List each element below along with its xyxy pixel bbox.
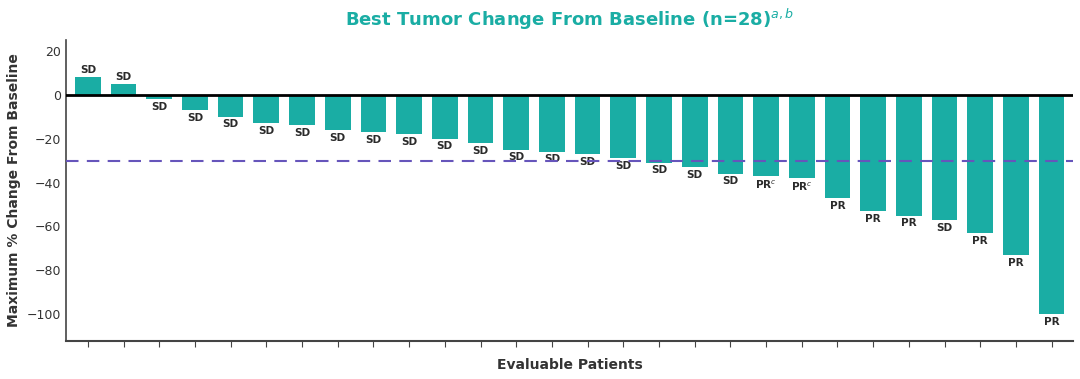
Text: SD: SD [222,119,239,129]
Bar [503,95,529,150]
Text: SD: SD [508,152,524,162]
Title: Best Tumor Change From Baseline (n=28)$^{a,b}$: Best Tumor Change From Baseline (n=28)$^… [346,7,795,32]
Text: SD: SD [151,102,167,112]
Text: PR: PR [865,214,881,224]
Text: PR: PR [972,236,988,246]
Text: PR: PR [829,200,846,211]
Text: SD: SD [723,177,739,186]
Text: PR: PR [1008,258,1024,268]
Bar [788,95,814,178]
Text: SD: SD [258,126,274,136]
Bar [753,95,779,176]
Bar [539,95,565,152]
Text: SD: SD [544,155,559,164]
Bar [861,95,886,211]
Bar [254,95,279,123]
Text: SD: SD [687,170,703,180]
Bar [396,95,422,134]
Text: SD: SD [365,135,381,145]
Bar [110,84,136,95]
Bar [75,77,100,95]
Text: SD: SD [329,133,346,143]
Text: PR$^c$: PR$^c$ [791,181,812,193]
Bar [610,95,636,158]
Bar [1039,95,1065,314]
Text: PR$^c$: PR$^c$ [755,179,777,191]
Text: SD: SD [580,157,596,167]
Text: SD: SD [294,128,310,138]
Bar [681,95,707,167]
Bar [1003,95,1029,255]
Text: SD: SD [616,161,632,171]
Text: PR: PR [901,218,917,228]
Bar [896,95,921,216]
Bar [932,95,957,220]
Bar [968,95,994,233]
Y-axis label: Maximum % Change From Baseline: Maximum % Change From Baseline [6,53,21,327]
Text: PR: PR [1044,317,1059,327]
Text: SD: SD [116,72,132,82]
Bar [289,95,315,125]
X-axis label: Evaluable Patients: Evaluable Patients [497,358,643,372]
Bar [325,95,351,130]
Text: SD: SD [80,66,96,75]
Text: SD: SD [187,113,203,123]
Text: SD: SD [401,137,417,147]
Bar [717,95,743,174]
Bar [147,95,172,99]
Bar [218,95,243,117]
Bar [825,95,850,198]
Bar [575,95,600,154]
Bar [432,95,458,139]
Bar [468,95,494,143]
Bar [361,95,387,132]
Bar [646,95,672,163]
Text: SD: SD [472,146,488,156]
Bar [183,95,207,110]
Text: SD: SD [436,141,453,151]
Text: SD: SD [936,222,953,233]
Text: SD: SD [651,166,667,175]
